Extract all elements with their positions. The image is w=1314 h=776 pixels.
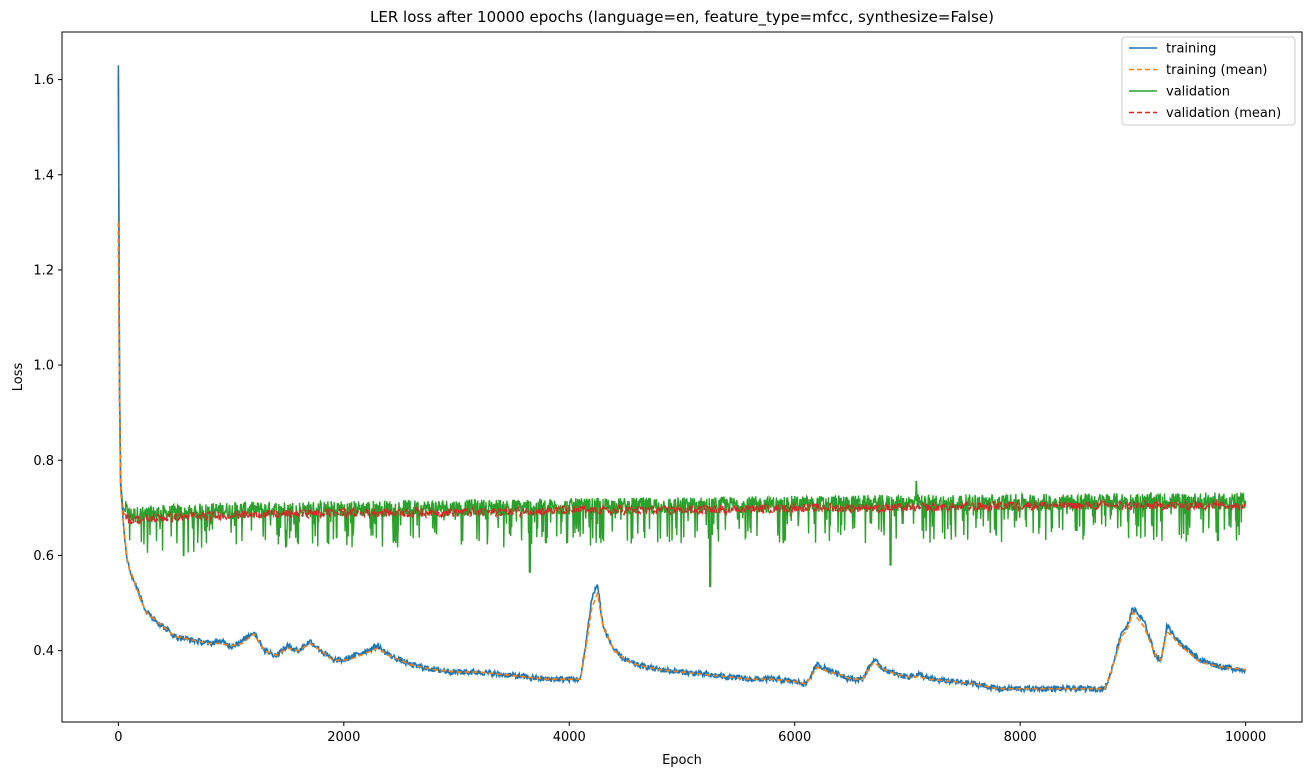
plot-area bbox=[61, 31, 1303, 723]
legend-entry: validation bbox=[1166, 85, 1230, 100]
x-axis: 0 2000 4000 6000 8000 10000 bbox=[114, 722, 1266, 745]
series-layer bbox=[117, 65, 1247, 695]
legend: training training (mean) validation validat… bbox=[1121, 36, 1296, 126]
x-tick-label: 10000 bbox=[1225, 730, 1266, 745]
legend-entry: validation (mean) bbox=[1166, 106, 1281, 121]
y-tick-label: 1.6 bbox=[33, 73, 54, 88]
series-training-mean bbox=[117, 222, 1246, 690]
x-tick-label: 0 bbox=[114, 730, 122, 745]
x-tick-label: 6000 bbox=[778, 730, 811, 745]
legend-entry: training (mean) bbox=[1166, 63, 1268, 78]
plot-frame bbox=[61, 31, 1303, 723]
y-tick-label: 0.6 bbox=[33, 549, 54, 564]
x-axis-title: Epoch bbox=[662, 753, 702, 768]
y-axis: 0.4 0.6 0.8 1.0 1.2 1.4 1.6 bbox=[33, 73, 62, 659]
legend-box bbox=[1121, 36, 1296, 126]
y-tick-label: 1.0 bbox=[33, 359, 54, 374]
y-tick-label: 0.4 bbox=[33, 644, 54, 659]
legend-entry: training bbox=[1166, 42, 1216, 57]
y-tick-label: 1.4 bbox=[33, 168, 54, 183]
y-tick-label: 1.2 bbox=[33, 263, 54, 278]
x-tick-label: 2000 bbox=[327, 730, 360, 745]
y-tick-label: 0.8 bbox=[33, 454, 54, 469]
chart-title: LER loss after 10000 epochs (language=en… bbox=[370, 8, 994, 27]
y-axis-title: Loss bbox=[11, 363, 26, 392]
x-tick-label: 8000 bbox=[1004, 730, 1037, 745]
x-tick-label: 4000 bbox=[553, 730, 586, 745]
series-validation-mean bbox=[117, 222, 1247, 526]
